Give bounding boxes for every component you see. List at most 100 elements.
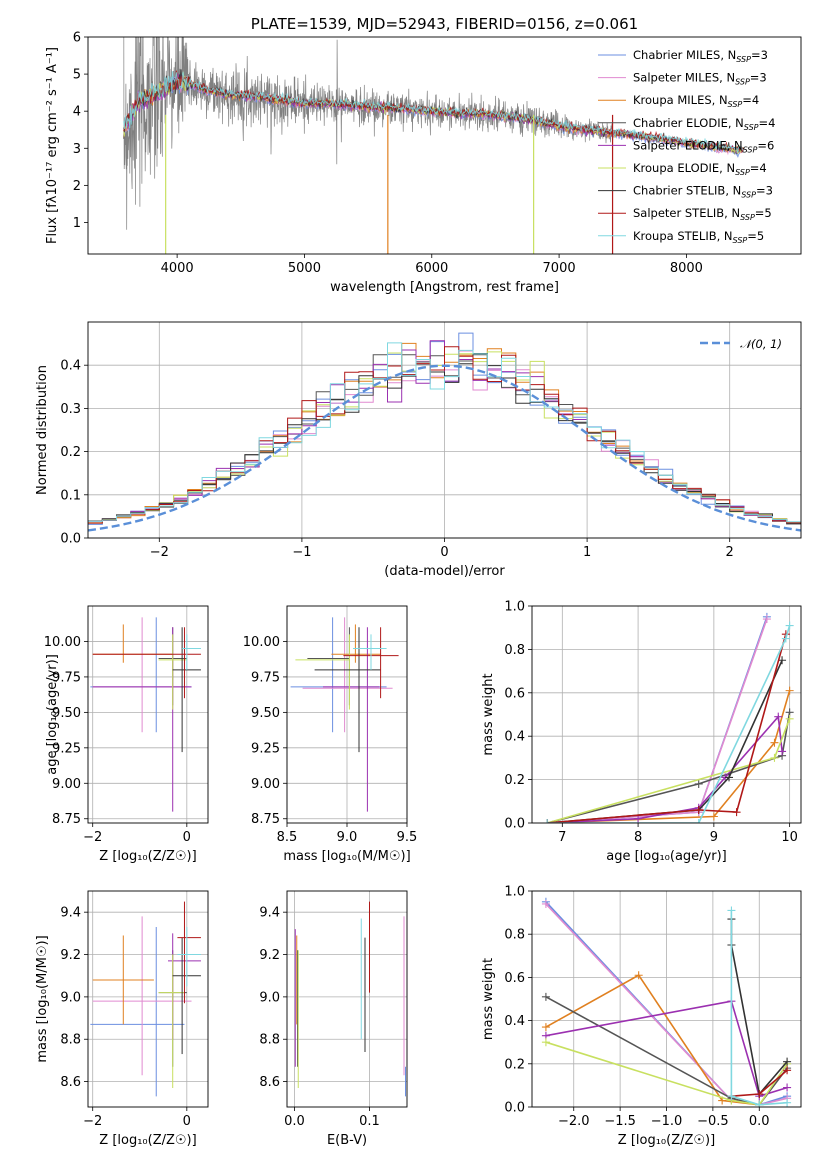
- axes-frame: [531, 605, 802, 824]
- y-tick-label: 9.75: [52, 670, 81, 685]
- y-tick-label: 9.25: [52, 741, 81, 756]
- y-tick-label: 0.8: [504, 928, 525, 943]
- plot-area-1: [88, 332, 801, 532]
- legend-name: Kroupa MILES, N: [633, 93, 728, 107]
- legend-suffix: =6: [757, 138, 774, 152]
- legend-sub: SSP: [744, 123, 759, 132]
- weight-marker: [785, 621, 794, 630]
- weight-marker: [781, 634, 790, 643]
- legend-sub: SSP: [733, 236, 748, 245]
- weight-line: [545, 974, 760, 1106]
- x-axis-label: Z [log₁₀(Z/Z☉)]: [618, 1133, 715, 1148]
- x-axis-label: E(B-V): [327, 1133, 367, 1148]
- legend-sub: SSP: [735, 78, 750, 87]
- x-tick-label: 4000: [161, 261, 194, 276]
- y-axis-label: mass weight: [481, 673, 496, 755]
- plot-area-4: [543, 612, 794, 823]
- weight-marker: [694, 779, 703, 788]
- y-tick-label: 9.0: [259, 990, 280, 1005]
- legend-sub: SSP: [736, 55, 751, 64]
- legend-label: Salpeter STELIB, NSSP=5: [633, 206, 772, 222]
- legend-name: Salpeter STELIB, N: [633, 206, 740, 220]
- panel-2: −2 0 8.75 9.00 9.25 9.50 9.75 10.00 Z [log₁₀(Z/Z…: [44, 606, 208, 864]
- y-tick-label: 9.0: [60, 990, 81, 1005]
- legend-label: Kroupa STELIB, NSSP=5: [633, 229, 764, 245]
- y-tick-label: 0.3: [60, 402, 81, 417]
- y-tick-label: 10.00: [44, 635, 81, 650]
- y-tick-label: 0.1: [60, 488, 81, 503]
- weight-marker: [709, 812, 718, 821]
- y-tick-label: 0.4: [504, 730, 525, 745]
- axes-frame: [87, 890, 209, 1108]
- x-tick-label: 0.0: [284, 1114, 305, 1129]
- panel-6: 0.0 0.1 8.6 8.8 9.0 9.2 9.4 E(B-V): [259, 891, 407, 1148]
- y-tick-label: 8.8: [60, 1033, 81, 1048]
- y-tick-label: 4: [73, 105, 81, 120]
- x-tick-label: 8000: [670, 261, 703, 276]
- y-tick-label: 0.0: [504, 817, 525, 832]
- axes-frame: [531, 890, 802, 1108]
- legend-sub: SSP: [743, 145, 758, 154]
- y-tick-label: 0.6: [504, 686, 525, 701]
- legend-suffix: =3: [756, 184, 773, 198]
- plot-area-5: [90, 901, 201, 1097]
- y-axis-label: Normed distribution: [35, 365, 50, 495]
- x-axis-label: wavelength [Angstrom, rest frame]: [330, 280, 559, 295]
- x-tick-label: 5000: [288, 261, 321, 276]
- y-tick-label: 3: [73, 142, 81, 157]
- model-spectrum: [123, 73, 744, 154]
- weight-line: [547, 659, 783, 823]
- weight-line: [547, 714, 783, 823]
- y-tick-label: 9.2: [259, 948, 280, 963]
- y-tick-label: 9.75: [251, 670, 280, 685]
- y-tick-label: 8.6: [259, 1075, 280, 1090]
- panel-5: −2 0 8.6 8.8 9.0 9.2 9.4 Z [log₁₀(Z/Z☉)] mass [l…: [35, 891, 208, 1148]
- legend-name: Kroupa ELODIE, N: [633, 161, 735, 175]
- legend-label: Chabrier ELODIE, NSSP=4: [633, 116, 775, 132]
- x-tick-label: −0.5: [697, 1114, 729, 1129]
- weight-marker: [785, 686, 794, 695]
- axes-frame: [286, 605, 408, 824]
- x-tick-label: 0: [440, 545, 448, 560]
- weight-marker: [725, 773, 734, 782]
- y-axis-label: Flux [fλ10⁻¹⁷ erg cm⁻² s⁻¹ A⁻¹]: [45, 47, 60, 244]
- x-tick-label: −2: [83, 1114, 102, 1129]
- weight-line: [545, 996, 788, 1106]
- x-tick-label: 0.1: [359, 1114, 380, 1129]
- legend-label: Chabrier STELIB, NSSP=3: [633, 184, 773, 200]
- x-tick-label: 9: [710, 830, 718, 845]
- weight-marker: [727, 906, 736, 915]
- y-tick-label: 9.00: [251, 777, 280, 792]
- weight-marker: [727, 1092, 736, 1101]
- panel-3: 8.5 9.0 9.5 8.75 9.00 9.25 9.50 9.75 10.00 mass […: [243, 606, 417, 864]
- plot-area-6: [294, 901, 406, 1097]
- weight-marker: [541, 1038, 550, 1047]
- panel-1: −2 −1 0 1 2 0.0 0.1 0.2 0.3 0.4 (data-model)/error…: [35, 322, 801, 579]
- legend-label: 𝒩(0, 1): [740, 337, 782, 351]
- y-tick-label: 9.00: [52, 777, 81, 792]
- legend-sub: SSP: [728, 100, 743, 109]
- x-tick-label: 7000: [543, 261, 576, 276]
- y-tick-label: 1: [73, 216, 81, 231]
- chart-title: PLATE=1539, MJD=52943, FIBERID=0156, z=0…: [251, 15, 638, 33]
- x-tick-label: −2.0: [558, 1114, 590, 1129]
- model-spectrum: [123, 71, 744, 154]
- axes-frame: [286, 890, 408, 1108]
- y-axis-label: mass weight: [481, 958, 496, 1040]
- y-tick-label: 0.2: [504, 773, 525, 788]
- x-tick-label: 10: [781, 830, 798, 845]
- legend-label: Salpeter ELODIE, NSSP=6: [633, 138, 774, 154]
- y-tick-label: 8.75: [251, 812, 280, 827]
- weight-line: [547, 625, 791, 823]
- axes-frame: [87, 605, 209, 824]
- weight-marker: [785, 714, 794, 723]
- y-tick-label: 8.8: [259, 1033, 280, 1048]
- weight-marker: [770, 738, 779, 747]
- axes-frame: [87, 36, 802, 255]
- legend-label: Kroupa ELODIE, NSSP=4: [633, 161, 767, 177]
- x-axis-label: Z [log₁₀(Z/Z☉)]: [99, 1133, 196, 1148]
- weight-marker: [694, 819, 703, 823]
- weight-marker: [783, 1066, 792, 1075]
- y-tick-label: 9.4: [60, 906, 81, 921]
